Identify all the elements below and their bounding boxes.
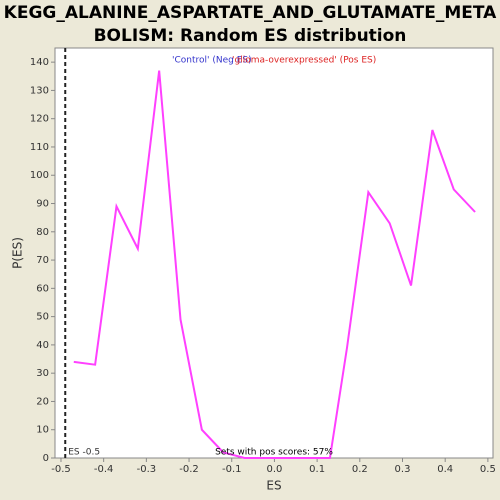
legend-neg: 'Control' (Neg ES) <box>172 56 252 66</box>
x-tick-label: -0.5 <box>51 464 71 475</box>
x-axis-label: ES <box>266 479 281 493</box>
y-tick-label: 50 <box>36 312 49 323</box>
x-tick-label: -0.3 <box>137 464 157 475</box>
y-axis-label: P(ES) <box>11 237 25 269</box>
y-tick-label: 60 <box>36 283 49 294</box>
x-tick-label: -0.2 <box>179 464 199 475</box>
y-tick-label: 70 <box>36 255 49 266</box>
y-tick-label: 40 <box>36 340 49 351</box>
y-tick-label: 10 <box>36 425 49 436</box>
y-tick-label: 90 <box>36 199 49 210</box>
x-tick-label: 0.4 <box>437 464 453 475</box>
x-tick-label: -0.4 <box>94 464 114 475</box>
chart-title: KEGG_ALANINE_ASPARTATE_AND_GLUTAMATE_MET… <box>4 3 498 23</box>
x-tick-label: 0.0 <box>266 464 282 475</box>
y-tick-label: 140 <box>30 57 49 68</box>
annotation: Sets with pos scores: 57% <box>215 448 333 458</box>
y-tick-label: 130 <box>30 85 49 96</box>
line-series <box>73 70 476 459</box>
x-tick-label: 0.1 <box>309 464 325 475</box>
y-tick-label: 0 <box>43 453 49 464</box>
plot-area <box>54 47 494 459</box>
y-tick-label: 110 <box>30 142 49 153</box>
legend-pos: 'glioma-overexpressed' (Pos ES) <box>232 56 376 66</box>
x-tick-label: 0.3 <box>395 464 411 475</box>
chart-title: BOLISM: Random ES distribution <box>94 26 407 46</box>
y-tick-label: 120 <box>30 114 49 125</box>
observed-es-label: ES -0.5 <box>68 448 100 458</box>
y-tick-label: 20 <box>36 396 49 407</box>
y-tick-label: 80 <box>36 227 49 238</box>
x-tick-label: 0.2 <box>352 464 368 475</box>
x-tick-label: -0.1 <box>222 464 242 475</box>
y-tick-label: 100 <box>30 170 49 181</box>
x-tick-label: 0.5 <box>480 464 496 475</box>
y-tick-label: 30 <box>36 368 49 379</box>
